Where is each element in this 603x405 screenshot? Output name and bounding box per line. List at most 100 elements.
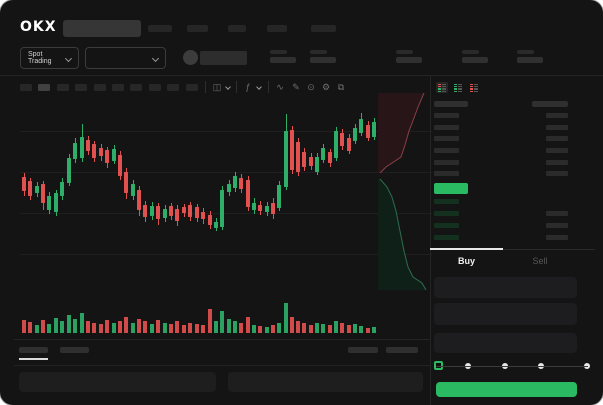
candle-body [99,148,103,156]
candle-body [41,184,45,203]
tab-sell[interactable]: Sell [532,256,548,266]
ask-amount-cell [546,160,568,165]
candle-body [188,205,192,217]
toolbar-divider [236,81,237,93]
bid-price-cell[interactable] [434,223,459,228]
camera-icon[interactable]: ⊙ [307,82,315,92]
bids-view-toggle-icon[interactable] [452,82,464,93]
last-price-bar[interactable] [434,183,468,194]
buy-button[interactable] [436,382,577,397]
timeframe-button[interactable] [38,84,51,91]
bottom-action-placeholder[interactable] [386,347,418,353]
ask-price-cell[interactable] [434,160,459,165]
candle-body [35,186,39,193]
ask-price-cell[interactable] [434,171,459,176]
order-form-field[interactable] [434,333,577,353]
volume-bar [227,319,231,333]
ask-price-cell[interactable] [434,148,459,153]
toolbar-divider [268,81,269,93]
timeframe-button[interactable] [56,84,69,91]
nav-item-placeholder[interactable] [187,25,208,32]
line-tool-icon[interactable]: ∿ [276,82,284,92]
ask-price-cell[interactable] [434,136,459,141]
volume-bar [277,323,281,333]
timeframe-button[interactable] [93,84,106,91]
bid-price-cell[interactable] [434,199,459,204]
tabs-divider [430,249,595,250]
candle-body [220,190,224,227]
volume-bar [359,326,363,333]
volume-bar [366,328,370,333]
ask-price-cell[interactable] [434,125,459,130]
volume-bar [188,323,192,333]
draw-icon[interactable]: ✎ [292,82,300,92]
volume-bar [321,324,325,333]
order-form-field[interactable] [434,303,577,325]
candle-body [252,203,256,210]
gridline [20,213,432,214]
stat-value-placeholder [270,57,296,63]
nav-item-placeholder[interactable] [311,25,336,32]
nav-item-placeholder[interactable] [148,25,172,32]
slider-handle[interactable] [434,361,443,370]
toggle-bar [438,85,441,88]
candle-body [334,131,338,158]
candle-body [182,207,186,213]
volume-bar [290,317,294,333]
gridline [20,172,432,173]
market-type-label: Spot Trading [28,51,52,65]
pair-dropdown[interactable] [85,47,166,69]
order-form-field[interactable] [434,277,577,298]
timeframe-button[interactable] [112,84,124,91]
toggle-bar [454,88,457,90]
volume-bar [22,320,26,333]
amount-slider-track[interactable] [436,366,588,367]
ask-amount-cell [546,136,568,141]
timeframe-button[interactable] [20,84,32,91]
timeframe-button[interactable] [130,84,143,91]
okx-logo: OKX [20,19,57,35]
volume-bar [258,326,262,333]
bottom-action-placeholder[interactable] [348,347,378,353]
volume-bar [309,325,313,333]
timeframe-button[interactable] [167,84,180,91]
asks-view-toggle-icon[interactable] [468,82,480,93]
timeframe-button[interactable] [75,84,88,91]
toggle-line [442,90,446,93]
bid-price-cell[interactable] [434,235,459,240]
bid-price-cell[interactable] [434,211,459,216]
candle-body [150,206,154,216]
volume-bar [201,325,205,333]
candle-body [156,206,160,219]
bottom-tab[interactable] [60,347,89,353]
volume-bar [340,323,344,333]
bid-amount-cell [546,235,568,240]
combined-view-toggle-icon[interactable] [436,82,448,93]
timeframe-button[interactable] [148,84,161,91]
bottom-panel-placeholder [228,372,423,392]
settings-icon[interactable]: ⚙ [321,82,331,92]
indicators-icon[interactable]: ƒ [245,82,251,92]
timeframe-button[interactable] [185,84,198,91]
candle-body [118,155,122,176]
chart-type-icon[interactable]: ◫ [212,82,222,92]
toggle-line [458,88,462,90]
candle-body [28,181,32,196]
gridline [20,254,432,255]
search-input[interactable] [63,20,141,37]
nav-item-placeholder[interactable] [267,25,287,32]
toggle-line [458,83,462,85]
tab-buy[interactable]: Buy [457,256,475,266]
nav-item-placeholder[interactable] [228,25,246,32]
candle-body [309,157,313,166]
market-type-dropdown[interactable]: Spot Trading [20,47,79,69]
bottom-tab-active[interactable] [19,347,48,353]
candle-body [258,205,262,211]
ask-amount-cell [546,148,568,153]
toggle-bar [454,85,457,88]
ask-amount-cell [546,113,568,118]
ask-price-cell[interactable] [434,113,459,118]
toggle-line [458,85,462,88]
fullscreen-icon[interactable]: ⧉ [337,82,345,92]
